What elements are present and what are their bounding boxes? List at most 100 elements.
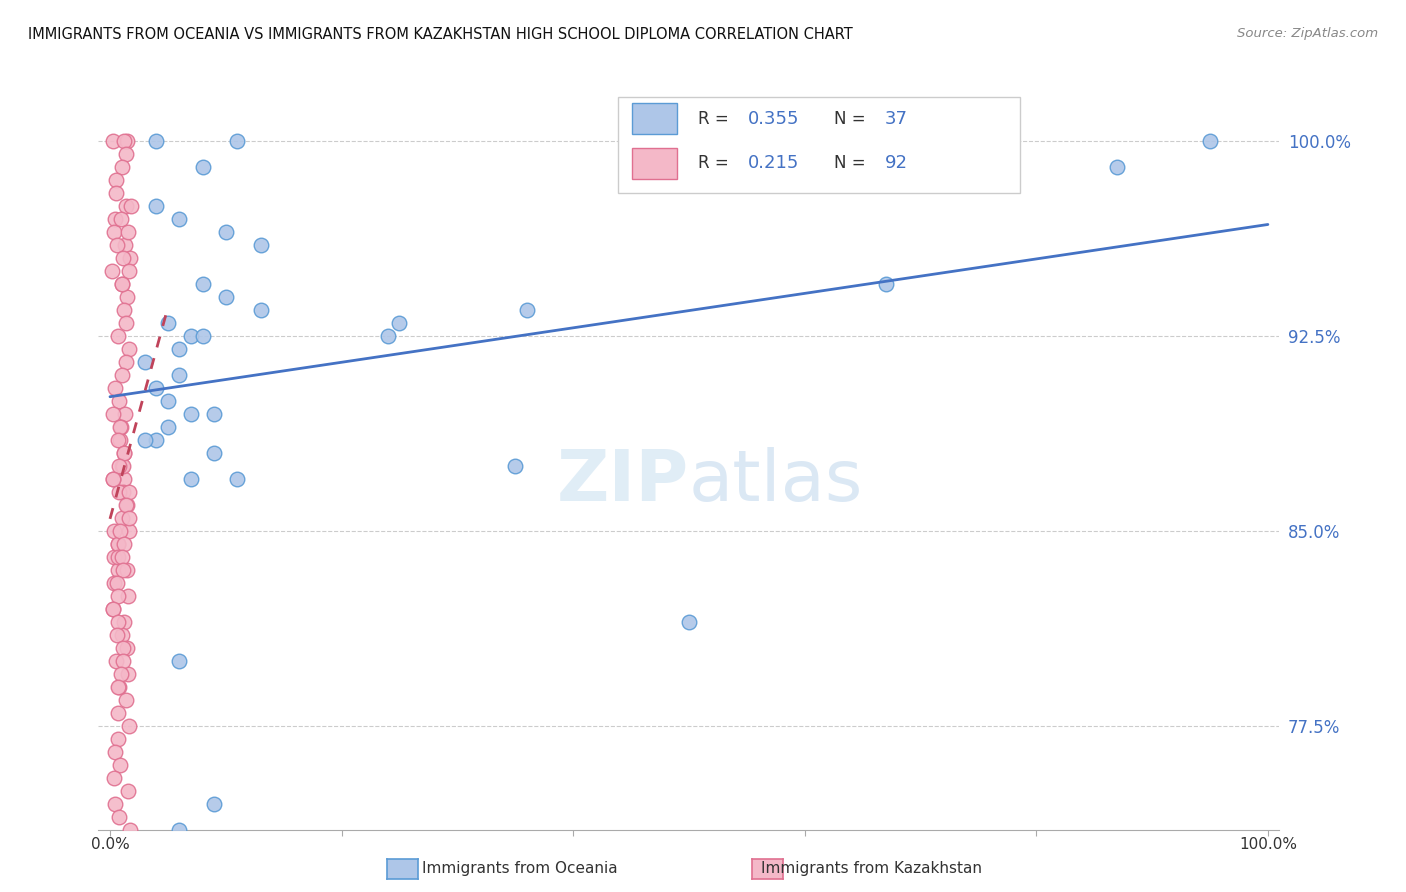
Text: Immigrants from Oceania: Immigrants from Oceania — [422, 862, 619, 876]
Point — [134, 433, 156, 447]
Point — [110, 433, 132, 447]
Point — [114, 355, 136, 369]
Point — [101, 601, 124, 615]
Point — [115, 199, 138, 213]
Text: N =: N = — [834, 110, 872, 128]
Point — [202, 797, 225, 811]
Point — [202, 407, 225, 421]
Text: 0.0%: 0.0% — [90, 838, 129, 853]
Point — [115, 498, 138, 512]
Point — [105, 575, 128, 590]
Point — [110, 160, 132, 174]
Point — [118, 524, 141, 538]
Point — [117, 783, 139, 797]
Point — [112, 615, 135, 629]
Text: Immigrants from Kazakhstan: Immigrants from Kazakhstan — [761, 862, 983, 876]
Point — [118, 264, 141, 278]
Point — [115, 563, 138, 577]
Point — [110, 212, 132, 227]
Point — [678, 615, 700, 629]
Point — [104, 381, 127, 395]
Point — [145, 134, 167, 148]
Point — [111, 458, 134, 473]
Point — [107, 433, 129, 447]
Point — [503, 458, 526, 473]
Text: 92: 92 — [884, 154, 908, 172]
Point — [111, 654, 134, 668]
Point — [110, 420, 132, 434]
Point — [108, 524, 131, 538]
Point — [103, 549, 125, 564]
Point — [111, 511, 134, 525]
Point — [145, 381, 167, 395]
Point — [115, 134, 138, 148]
Point — [107, 549, 129, 564]
Point — [134, 355, 156, 369]
Point — [111, 277, 134, 291]
Point — [118, 251, 141, 265]
Point — [115, 498, 138, 512]
Point — [112, 458, 135, 473]
Point — [117, 666, 139, 681]
Point — [169, 368, 191, 382]
Point — [101, 407, 124, 421]
Point — [112, 446, 135, 460]
Point — [145, 433, 167, 447]
Point — [107, 615, 129, 629]
Point — [117, 589, 139, 603]
Text: R =: R = — [699, 110, 734, 128]
Point — [103, 225, 125, 239]
Point — [111, 549, 134, 564]
Point — [101, 472, 124, 486]
Point — [117, 640, 139, 655]
Point — [156, 393, 179, 408]
Point — [117, 484, 139, 499]
Point — [215, 290, 238, 304]
Point — [108, 484, 131, 499]
Text: R =: R = — [699, 154, 734, 172]
Text: N =: N = — [834, 154, 872, 172]
Point — [114, 316, 136, 330]
Point — [107, 329, 129, 343]
Point — [118, 822, 141, 837]
Point — [108, 757, 131, 772]
Point — [191, 277, 214, 291]
Point — [249, 303, 271, 318]
Point — [111, 628, 134, 642]
Point — [145, 199, 167, 213]
Point — [117, 511, 139, 525]
Point — [180, 472, 202, 486]
Point — [120, 199, 142, 213]
Point — [226, 472, 249, 486]
Point — [111, 640, 134, 655]
Point — [105, 238, 128, 252]
Point — [388, 316, 411, 330]
Point — [111, 368, 134, 382]
FancyBboxPatch shape — [619, 96, 1019, 193]
Point — [110, 666, 132, 681]
Point — [105, 628, 128, 642]
Point — [107, 537, 129, 551]
Point — [112, 472, 135, 486]
Point — [112, 563, 135, 577]
Point — [169, 342, 191, 356]
Point — [169, 212, 191, 227]
Point — [215, 225, 238, 239]
Point — [107, 563, 129, 577]
Point — [114, 238, 136, 252]
Point — [114, 407, 136, 421]
Point — [104, 797, 127, 811]
Point — [169, 822, 191, 837]
Point — [156, 316, 179, 330]
Point — [101, 264, 124, 278]
Point — [107, 458, 129, 473]
Point — [156, 420, 179, 434]
Point — [104, 212, 127, 227]
Point — [110, 420, 132, 434]
Text: ZIP: ZIP — [557, 447, 689, 516]
Point — [112, 484, 135, 499]
Point — [118, 719, 141, 733]
Point — [1107, 160, 1129, 174]
Point — [107, 680, 129, 694]
Text: Source: ZipAtlas.com: Source: ZipAtlas.com — [1237, 27, 1378, 40]
